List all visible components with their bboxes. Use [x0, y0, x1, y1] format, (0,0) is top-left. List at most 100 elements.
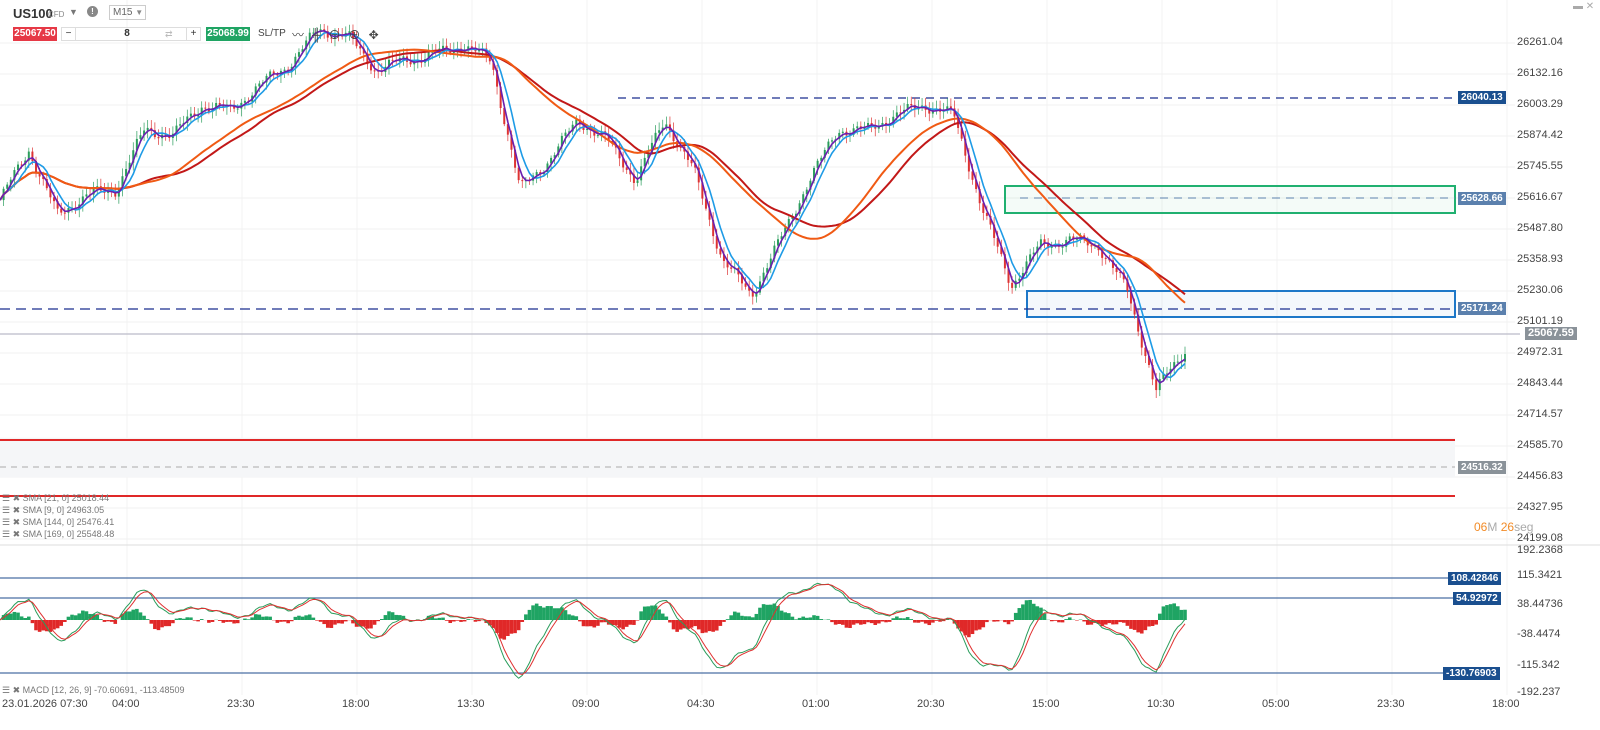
macd-histogram-bar [379, 619, 384, 620]
swap-icon[interactable]: ⇄ [165, 29, 173, 39]
macd-histogram-bar [855, 620, 860, 624]
candle-body [1032, 252, 1035, 255]
macd-level-tag-3[interactable]: -130.76903 [1443, 667, 1500, 680]
price-axis-tick: 25874.42 [1517, 129, 1563, 141]
macd-histogram-bar [967, 620, 971, 638]
level-tag-support[interactable]: 24516.32 [1458, 461, 1506, 474]
macd-histogram-bar [257, 614, 262, 620]
info-icon[interactable]: ! [87, 6, 98, 17]
macd-histogram-bar [27, 616, 31, 620]
macd-histogram-bar [1053, 620, 1058, 621]
macd-histogram-bar [524, 614, 528, 620]
macd-histogram-bar [1118, 620, 1122, 623]
candle-body [1043, 239, 1046, 243]
candle-body [571, 124, 574, 132]
legend-macd[interactable]: ☰ ✖ MACD [12, 26, 9] -70.60691, -113.485… [2, 685, 185, 695]
legend-sma21[interactable]: ☰ ✖ SMA [21, 0] 25018.44 [2, 493, 110, 503]
macd-histogram-bar [1042, 613, 1047, 620]
quantity-input[interactable]: 8 [124, 28, 130, 39]
candles-icon[interactable]: ╫ [312, 28, 329, 42]
legend-sma169[interactable]: ☰ ✖ SMA [169, 0] 25548.48 [2, 529, 115, 539]
candle-body [618, 147, 621, 159]
macd-histogram-bar [383, 615, 388, 620]
macd-histogram-bar [174, 618, 179, 620]
candle-body [1129, 290, 1132, 304]
level-tag-green-zone[interactable]: 25628.66 [1458, 192, 1506, 205]
candle-body [164, 134, 167, 136]
candle-body [1111, 260, 1114, 268]
candle-body [1029, 254, 1032, 262]
minimize-button[interactable]: ▬ [1573, 1, 1583, 12]
macd-histogram-bar [113, 620, 118, 624]
candle-body [499, 86, 502, 109]
zoom-out-icon[interactable]: ⊖ [328, 28, 349, 42]
time-axis-tick: 04:30 [687, 698, 715, 710]
time-axis-tick: 13:30 [457, 698, 485, 710]
macd-histogram-bar [1031, 603, 1036, 620]
decrease-button[interactable]: − [62, 28, 76, 40]
candle-body [730, 267, 733, 269]
macd-histogram-bar [1114, 620, 1119, 625]
macd-level-tag-2[interactable]: 54.92972 [1453, 592, 1501, 605]
time-axis-tick: 10:30 [1147, 698, 1175, 710]
macd-axis-tick: 115.3421 [1517, 569, 1563, 581]
line-chart-icon[interactable]: 〰 [292, 28, 313, 42]
price-axis-tick: 24456.83 [1517, 470, 1563, 482]
macd-histogram-bar [639, 611, 643, 620]
increase-button[interactable]: + [186, 28, 200, 40]
candle-body [38, 172, 41, 177]
legend-sma144[interactable]: ☰ ✖ SMA [144, 0] 25476.41 [2, 517, 115, 527]
symbol-name[interactable]: US100 [13, 6, 53, 21]
close-button[interactable]: ✕ [1585, 1, 1595, 12]
macd-histogram-bar [736, 612, 741, 620]
candle-body [45, 179, 48, 189]
legend-label: SMA [9, 0] 24963.05 [22, 505, 105, 515]
macd-histogram-bar [592, 620, 597, 628]
macd-histogram-bar [837, 620, 842, 624]
macd-histogram-bar [527, 609, 532, 620]
price-axis-tick: 24843.44 [1517, 377, 1563, 389]
macd-histogram-bar [135, 608, 139, 620]
macd-histogram-bar [923, 620, 928, 624]
macd-histogram-bar [902, 618, 906, 620]
buy-button[interactable]: 25068.99 [206, 27, 250, 41]
candle-body [1119, 272, 1122, 274]
level-tag-blue-zone[interactable]: 25171.24 [1458, 302, 1506, 315]
macd-histogram-bar [1165, 605, 1169, 620]
move-icon[interactable]: ✥ [368, 28, 387, 42]
time-axis-tick: 18:00 [342, 698, 370, 710]
candle-body [575, 119, 578, 125]
macd-histogram-bar [387, 611, 391, 620]
macd-histogram-bar [398, 615, 402, 620]
quantity-stepper[interactable]: − 8 ⇄ + [61, 27, 201, 41]
candle-body [852, 128, 855, 135]
macd-histogram-bar [808, 617, 813, 620]
symbol-dropdown-icon[interactable]: ▼ [69, 7, 78, 17]
candle-body [708, 208, 711, 220]
timeframe-select[interactable]: M15 ▼ [109, 5, 146, 20]
macd-histogram-bar [311, 617, 316, 620]
candle-body [85, 194, 88, 197]
macd-histogram-bar [286, 620, 290, 624]
macd-histogram-bar [772, 603, 777, 620]
candle-body [488, 55, 491, 62]
candle-body [791, 217, 794, 219]
sell-button[interactable]: 25067.50 [13, 27, 57, 41]
macd-histogram-bar [801, 616, 806, 620]
sltp-button[interactable]: SL/TP [258, 28, 286, 39]
macd-histogram-bar [848, 620, 852, 629]
macd-histogram-bar [985, 620, 989, 623]
zoom-in-icon[interactable]: ⊕ [348, 28, 369, 42]
macd-level-tag-1[interactable]: 108.42846 [1448, 572, 1502, 585]
legend-sma9[interactable]: ☰ ✖ SMA [9, 0] 24963.05 [2, 505, 105, 515]
macd-histogram-bar [1100, 620, 1104, 627]
macd-histogram-bar [747, 616, 751, 620]
macd-histogram-bar [588, 620, 593, 627]
candle-body [975, 179, 978, 190]
macd-histogram-bar [851, 620, 856, 625]
price-axis-tick: 24972.31 [1517, 346, 1563, 358]
macd-histogram-bar [880, 620, 885, 622]
macd-histogram-bar [1013, 612, 1018, 620]
level-tag-resistance[interactable]: 26040.13 [1458, 91, 1506, 104]
